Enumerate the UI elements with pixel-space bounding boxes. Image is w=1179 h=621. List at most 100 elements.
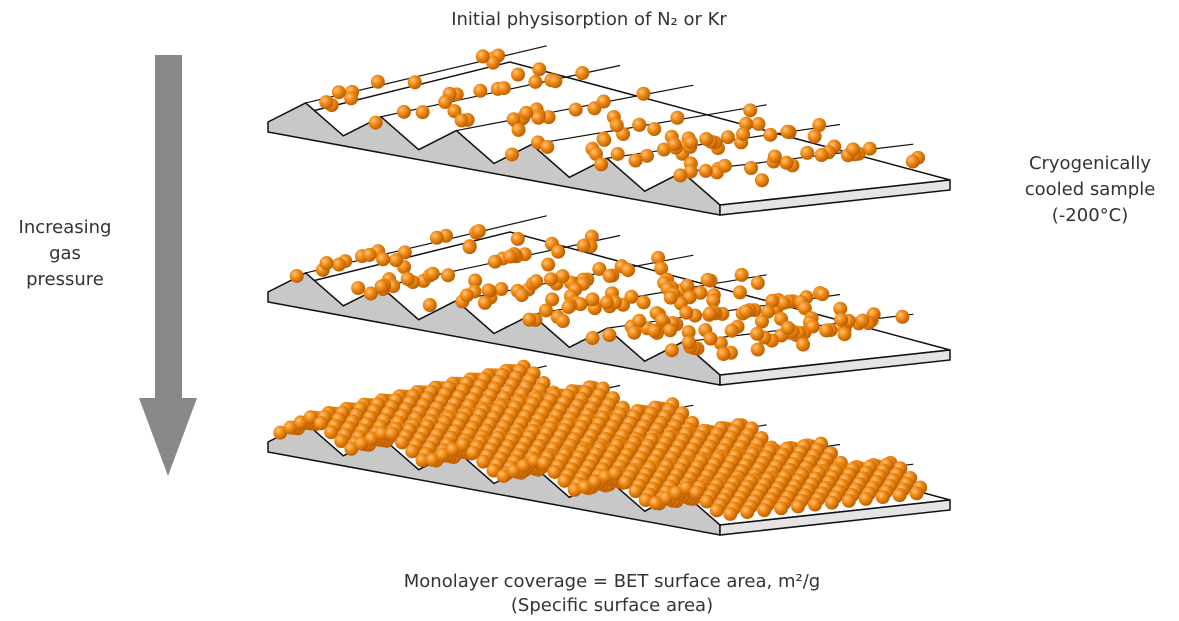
gas-molecule bbox=[426, 267, 440, 281]
gas-molecule bbox=[416, 105, 430, 119]
gas-molecule bbox=[375, 279, 389, 293]
gas-molecule bbox=[718, 159, 732, 173]
gas-molecule bbox=[363, 248, 377, 262]
gas-molecule bbox=[739, 304, 753, 318]
gas-molecule bbox=[611, 147, 625, 161]
gas-molecule bbox=[808, 498, 822, 512]
gas-molecule bbox=[597, 95, 611, 109]
gas-molecule bbox=[736, 127, 750, 141]
gas-molecule bbox=[637, 295, 651, 309]
gas-molecule bbox=[684, 135, 698, 149]
surface bbox=[268, 360, 950, 535]
gas-molecule bbox=[532, 62, 546, 76]
title: Initial physisorption of N₂ or Kr bbox=[451, 9, 727, 30]
gas-molecule bbox=[332, 85, 346, 99]
gas-molecule bbox=[673, 168, 687, 182]
gas-molecule bbox=[522, 313, 536, 327]
gas-molecule bbox=[551, 245, 565, 259]
gas-molecule bbox=[369, 116, 383, 130]
gas-molecule bbox=[515, 288, 529, 302]
gas-molecule bbox=[834, 313, 848, 327]
gas-molecule bbox=[561, 300, 575, 314]
gas-molecule bbox=[332, 258, 346, 272]
left-label: Increasing bbox=[19, 217, 112, 238]
gas-molecule bbox=[319, 95, 333, 109]
gas-molecule bbox=[906, 155, 920, 169]
gas-molecule bbox=[569, 103, 583, 117]
gas-molecule bbox=[704, 332, 718, 346]
gas-molecule bbox=[740, 505, 754, 519]
gas-molecule bbox=[751, 343, 765, 357]
gas-molecule bbox=[774, 501, 788, 515]
gas-molecule bbox=[636, 87, 650, 101]
right-label: cooled sample bbox=[1025, 179, 1156, 200]
gas-molecule bbox=[540, 140, 554, 154]
gas-molecule bbox=[528, 75, 542, 89]
gas-molecule bbox=[699, 164, 713, 178]
gas-molecule bbox=[780, 125, 794, 139]
gas-molecule bbox=[488, 255, 502, 269]
gas-molecule bbox=[663, 323, 677, 337]
gas-molecule bbox=[825, 496, 839, 510]
gas-molecule bbox=[664, 291, 678, 305]
gas-molecule bbox=[497, 81, 511, 95]
gas-molecule bbox=[511, 68, 525, 82]
surface bbox=[268, 216, 950, 385]
gas-molecule bbox=[670, 111, 684, 125]
gas-molecule bbox=[376, 252, 390, 266]
gas-molecule bbox=[682, 335, 696, 349]
gas-molecule bbox=[519, 106, 533, 120]
gas-molecule bbox=[586, 292, 600, 306]
page: Initial physisorption of N₂ or Kr Increa… bbox=[0, 0, 1179, 621]
gas-molecule bbox=[463, 240, 477, 254]
gas-molecule bbox=[603, 269, 617, 283]
gas-molecule bbox=[473, 84, 487, 98]
gas-molecule bbox=[575, 66, 589, 80]
gas-molecule bbox=[482, 283, 496, 297]
gas-molecule bbox=[423, 298, 437, 312]
gas-molecule bbox=[556, 314, 570, 328]
gas-molecule bbox=[594, 157, 608, 171]
gas-molecule bbox=[505, 147, 519, 161]
gas-molecule bbox=[610, 118, 624, 132]
gas-molecule bbox=[476, 49, 490, 63]
gas-molecule bbox=[647, 122, 661, 136]
gas-molecule bbox=[743, 103, 757, 117]
gas-molecule bbox=[472, 224, 486, 238]
gas-molecule bbox=[680, 279, 694, 293]
gas-molecule bbox=[494, 282, 508, 296]
gas-molecule bbox=[815, 148, 829, 162]
gas-molecule bbox=[751, 276, 765, 290]
left-label: pressure bbox=[26, 269, 104, 290]
gas-molecule bbox=[320, 256, 334, 270]
gas-molecule bbox=[351, 281, 365, 295]
gas-molecule bbox=[723, 507, 737, 521]
gas-molecule bbox=[539, 303, 553, 317]
gas-molecule bbox=[600, 296, 614, 310]
gas-molecule bbox=[757, 503, 771, 517]
gas-molecule bbox=[344, 91, 358, 105]
arrow-head bbox=[139, 398, 197, 476]
gas-molecule bbox=[401, 272, 415, 286]
gas-molecule bbox=[544, 272, 558, 286]
gas-molecule bbox=[755, 315, 769, 329]
gas-molecule bbox=[460, 288, 474, 302]
gas-molecule bbox=[842, 494, 856, 508]
gas-molecule bbox=[290, 269, 304, 283]
gas-molecule bbox=[893, 488, 907, 502]
gas-molecule bbox=[855, 314, 869, 328]
gas-molecule bbox=[441, 268, 455, 282]
gas-molecule bbox=[632, 118, 646, 132]
gas-molecule bbox=[815, 287, 829, 301]
right-label: Cryogenically bbox=[1029, 153, 1151, 174]
gas-molecule bbox=[679, 306, 693, 320]
stages bbox=[268, 46, 950, 535]
gas-molecule bbox=[701, 273, 715, 287]
gas-molecule bbox=[577, 239, 591, 253]
gas-molecule bbox=[511, 232, 525, 246]
gas-molecule bbox=[667, 137, 681, 151]
left-label: gas bbox=[49, 243, 81, 264]
gas-molecule bbox=[717, 347, 731, 361]
gas-molecule bbox=[430, 231, 444, 245]
gas-molecule bbox=[710, 503, 724, 517]
